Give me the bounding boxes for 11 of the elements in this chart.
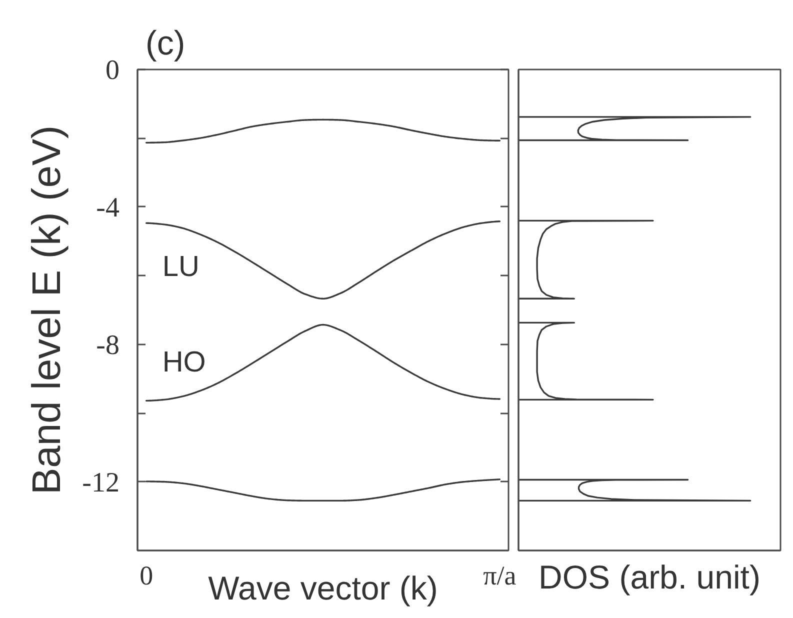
series-label: LU: [162, 251, 200, 284]
x-axis-title: Wave vector (k): [208, 570, 438, 606]
x-tick-label: π/a: [483, 560, 516, 590]
x-axis-title: DOS (arb. unit): [538, 558, 760, 596]
y-tick-label: -12: [82, 467, 120, 498]
chart-title: (c): [146, 24, 186, 62]
y-tick-label: -8: [96, 330, 120, 361]
y-tick-label: -4: [96, 192, 120, 224]
y-axis-title: Band level E (k) (eV): [25, 125, 70, 495]
series-label: HO: [162, 346, 206, 379]
y-tick-label: 0: [106, 55, 120, 86]
